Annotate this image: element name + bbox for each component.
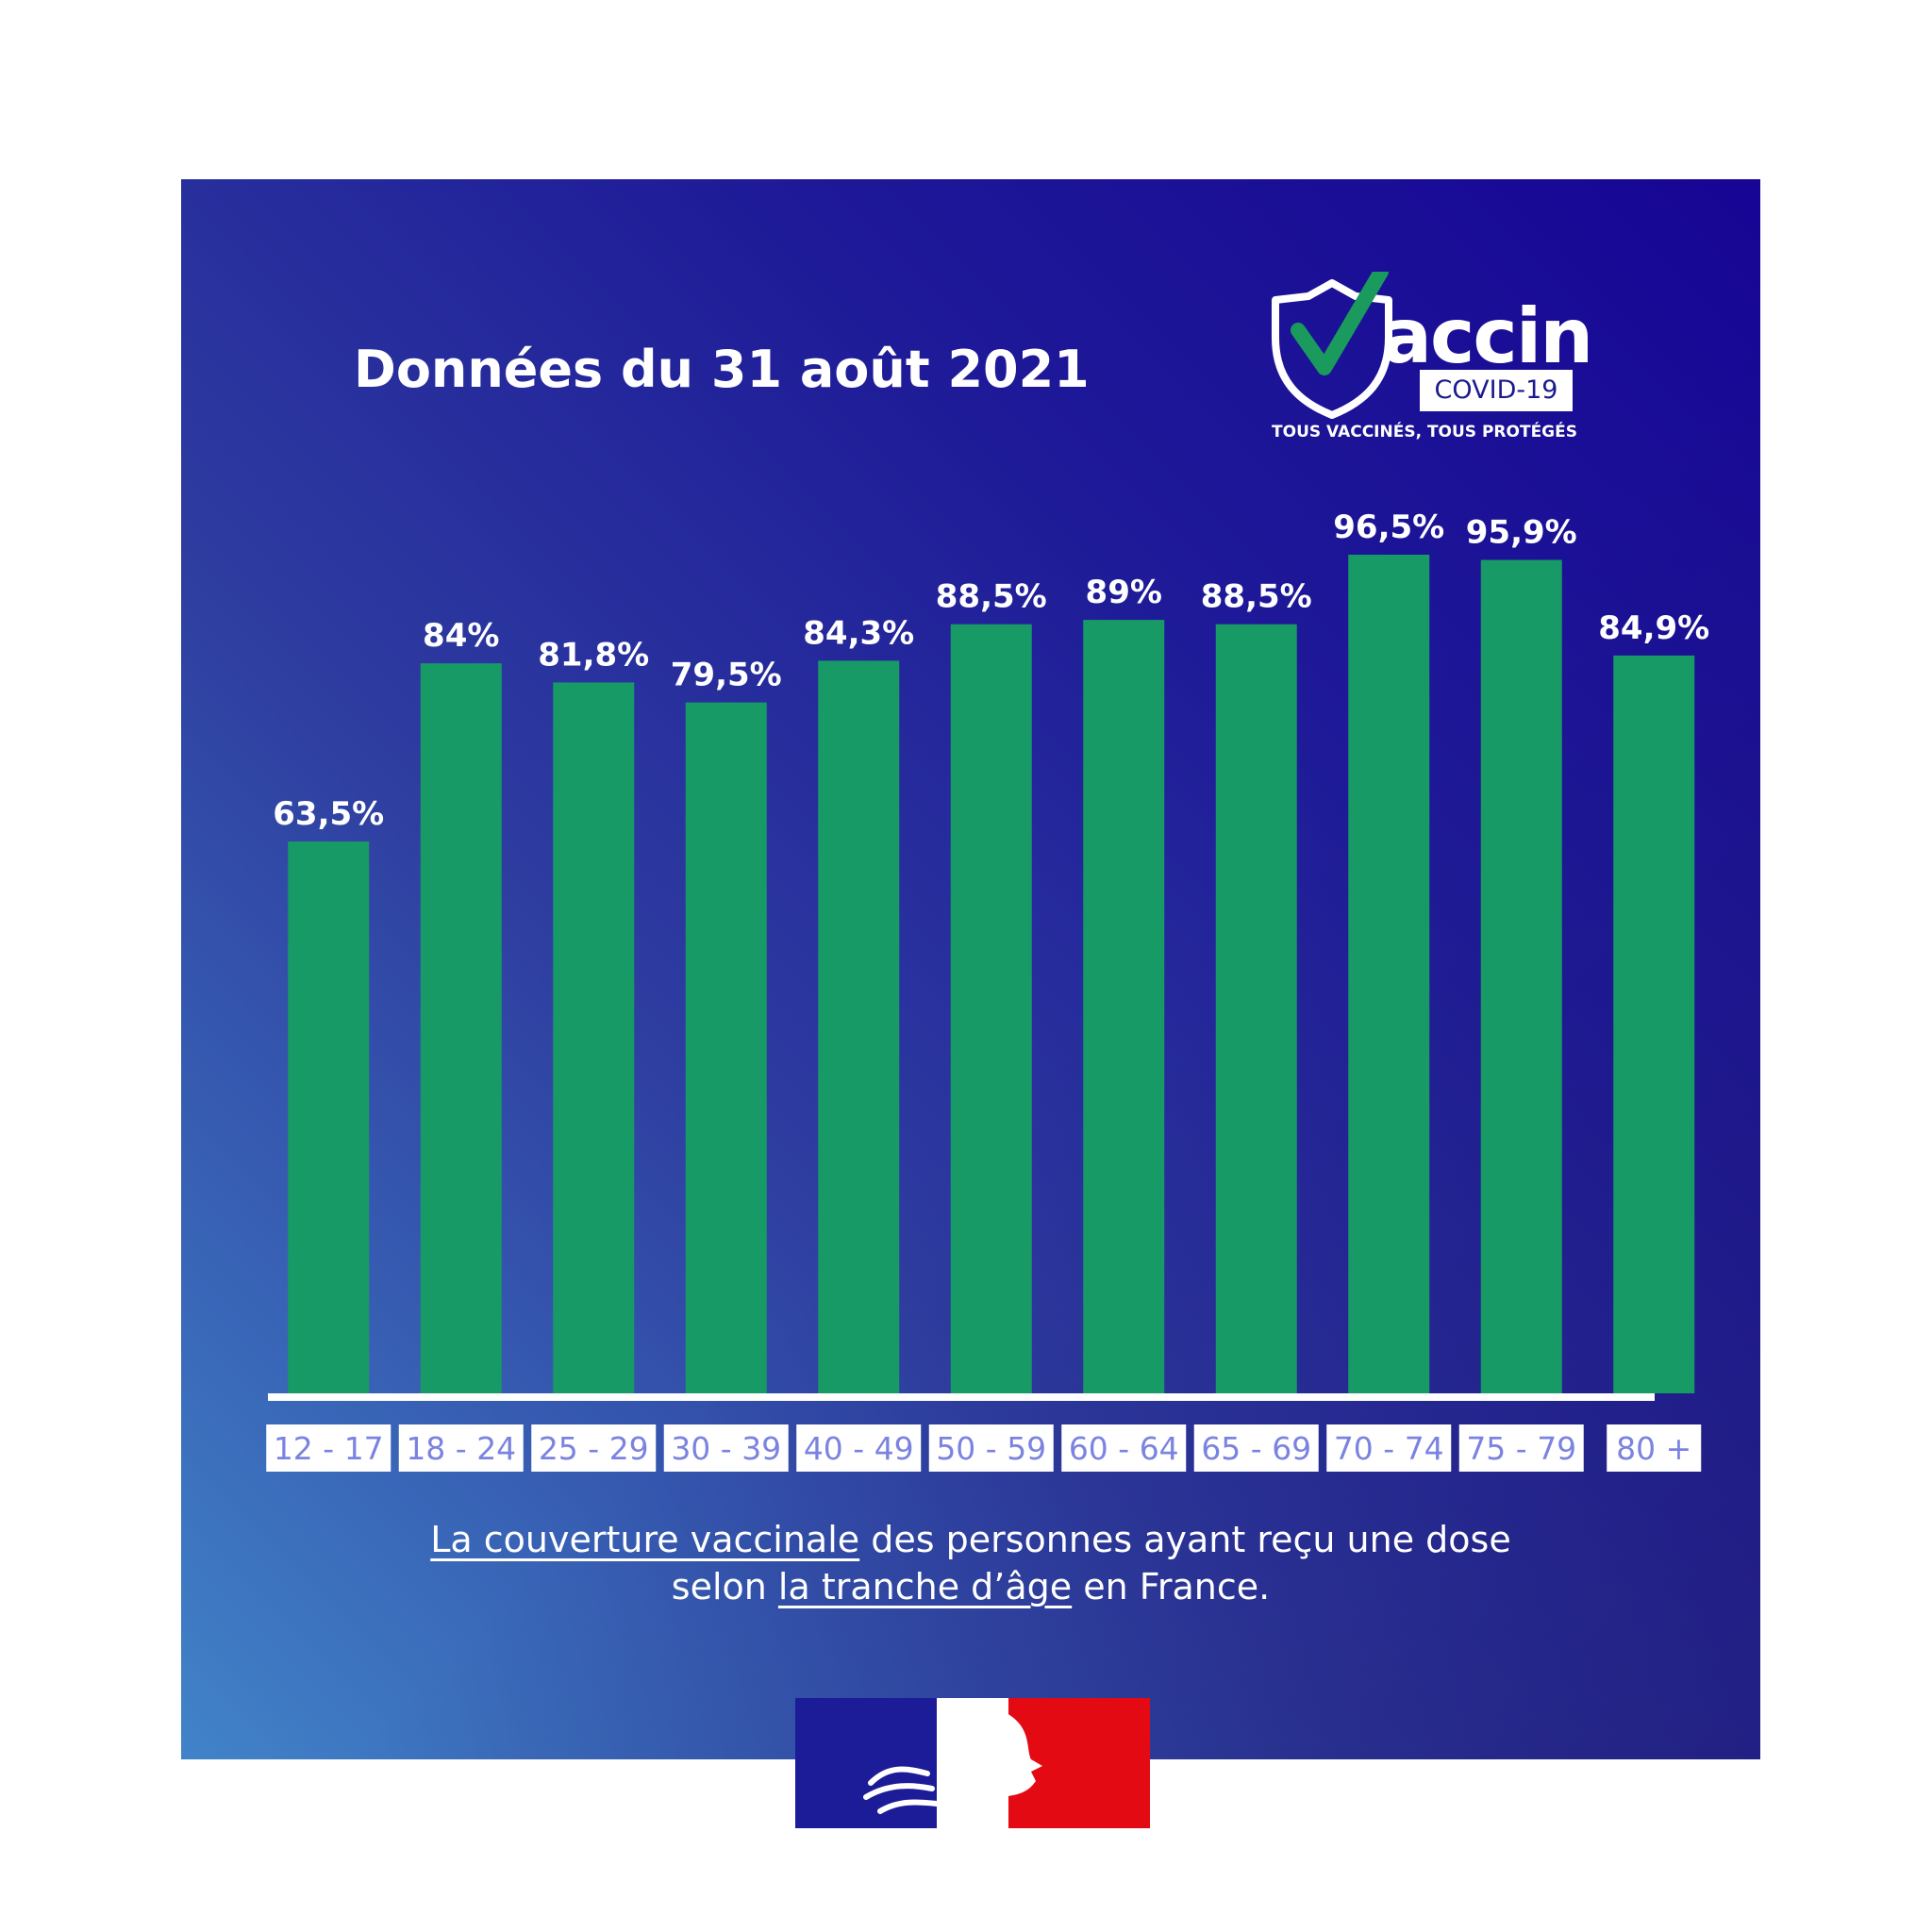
caption-line-1: La couverture vaccinale des personnes ay… bbox=[181, 1519, 1760, 1560]
data-label: 88,5% bbox=[1201, 578, 1312, 616]
category-label: 80 + bbox=[1607, 1424, 1702, 1472]
category-label-box bbox=[1607, 1424, 1702, 1472]
category-label-text: 18 - 24 bbox=[406, 1430, 516, 1467]
category-label-text: 12 - 17 bbox=[274, 1430, 384, 1467]
category-label-box bbox=[1061, 1424, 1187, 1472]
bar-40-49 bbox=[818, 660, 900, 1393]
bar-30-39 bbox=[685, 702, 767, 1393]
category-label-box bbox=[1193, 1424, 1319, 1472]
bar-80 bbox=[1613, 655, 1695, 1393]
bar-65-69 bbox=[1215, 624, 1297, 1393]
caption-line-2: selon la tranche d’âge en France. bbox=[181, 1566, 1760, 1607]
category-label-box bbox=[1326, 1424, 1452, 1472]
category-label: 30 - 39 bbox=[663, 1424, 789, 1472]
logo-badge: COVID-19 bbox=[1420, 370, 1573, 411]
flag-white bbox=[937, 1698, 1008, 1828]
bar-75-79 bbox=[1480, 559, 1562, 1393]
shield-check-icon bbox=[1272, 272, 1392, 419]
bar-18-24 bbox=[420, 663, 502, 1393]
category-label-box bbox=[398, 1424, 524, 1472]
data-label: 79,5% bbox=[671, 657, 782, 694]
category-label-box bbox=[663, 1424, 789, 1472]
bar-50-59 bbox=[950, 624, 1032, 1393]
category-label: 40 - 49 bbox=[796, 1424, 922, 1472]
category-label-text: 40 - 49 bbox=[804, 1430, 914, 1467]
category-label-text: 65 - 69 bbox=[1201, 1430, 1311, 1467]
vaccin-covid-logo: accin COVID-19 TOUS VACCINÉS, TOUS PROTÉ… bbox=[1266, 272, 1593, 460]
category-label-text: 25 - 29 bbox=[539, 1430, 649, 1467]
data-label: 84% bbox=[423, 617, 499, 655]
category-label-box bbox=[266, 1424, 391, 1472]
data-label: 96,5% bbox=[1333, 508, 1444, 546]
category-label-box bbox=[796, 1424, 922, 1472]
category-label-text: 75 - 79 bbox=[1466, 1430, 1576, 1467]
category-label-text: 80 + bbox=[1616, 1430, 1691, 1467]
bar-70-74 bbox=[1348, 555, 1430, 1393]
data-label: 63,5% bbox=[273, 795, 384, 833]
marianne-profile-icon bbox=[937, 1698, 1042, 1828]
data-label: 95,9% bbox=[1466, 514, 1577, 552]
category-label: 12 - 17 bbox=[266, 1424, 391, 1472]
category-label-text: 30 - 39 bbox=[671, 1430, 781, 1467]
data-label: 81,8% bbox=[538, 636, 649, 674]
logo-tagline: TOUS VACCINÉS, TOUS PROTÉGÉS bbox=[1272, 423, 1577, 441]
caption-text-3: en France. bbox=[1072, 1566, 1271, 1607]
infographic-panel: Données du 31 août 2021 accin COVID-19 T… bbox=[181, 179, 1760, 1759]
marianne-hair-icon bbox=[863, 1766, 940, 1814]
category-label: 18 - 24 bbox=[398, 1424, 524, 1472]
x-axis-line bbox=[268, 1393, 1655, 1401]
caption-text-2: selon bbox=[671, 1566, 778, 1607]
category-label-text: 50 - 59 bbox=[936, 1430, 1046, 1467]
bar-60-64 bbox=[1083, 620, 1165, 1393]
chart-data-labels: 63,5% 84% 81,8% 79,5% 84,3% 88,5% 89% 88,5% 96,5… bbox=[273, 508, 1709, 833]
logo-word: accin bbox=[1381, 292, 1593, 380]
category-label-box bbox=[1458, 1424, 1584, 1472]
category-label-text: 70 - 74 bbox=[1334, 1430, 1444, 1467]
bar-12-17 bbox=[288, 841, 370, 1393]
category-label: 65 - 69 bbox=[1193, 1424, 1319, 1472]
data-label: 89% bbox=[1086, 574, 1162, 611]
category-label: 50 - 59 bbox=[928, 1424, 1054, 1472]
data-label: 88,5% bbox=[936, 578, 1047, 616]
category-label: 25 - 29 bbox=[531, 1424, 657, 1472]
category-label-box bbox=[928, 1424, 1054, 1472]
category-label: 60 - 64 bbox=[1061, 1424, 1187, 1472]
data-label: 84,9% bbox=[1598, 609, 1709, 647]
caption-text-1: des personnes ayant reçu une dose bbox=[859, 1519, 1511, 1560]
category-label: 70 - 74 bbox=[1326, 1424, 1452, 1472]
category-label-text: 60 - 64 bbox=[1069, 1430, 1179, 1467]
bar-25-29 bbox=[553, 682, 635, 1393]
caption-link-coverage: La couverture vaccinale bbox=[430, 1519, 860, 1560]
chart-bars bbox=[288, 555, 1695, 1393]
category-label: 75 - 79 bbox=[1458, 1424, 1584, 1472]
republique-francaise-logo bbox=[795, 1698, 1150, 1828]
flag-blue bbox=[795, 1698, 937, 1828]
page-title: Données du 31 août 2021 bbox=[354, 340, 1090, 399]
chart-category-labels: 12 - 17 18 - 24 25 - 29 30 - 39 40 - 49 50 - … bbox=[266, 1424, 1702, 1472]
category-label-box bbox=[531, 1424, 657, 1472]
bar-chart: 63,5% 84% 81,8% 79,5% 84,3% 88,5% 89% 88,5% 96,5… bbox=[266, 508, 1709, 1472]
caption-link-age: la tranche d’âge bbox=[777, 1566, 1073, 1607]
data-label: 84,3% bbox=[803, 614, 914, 652]
